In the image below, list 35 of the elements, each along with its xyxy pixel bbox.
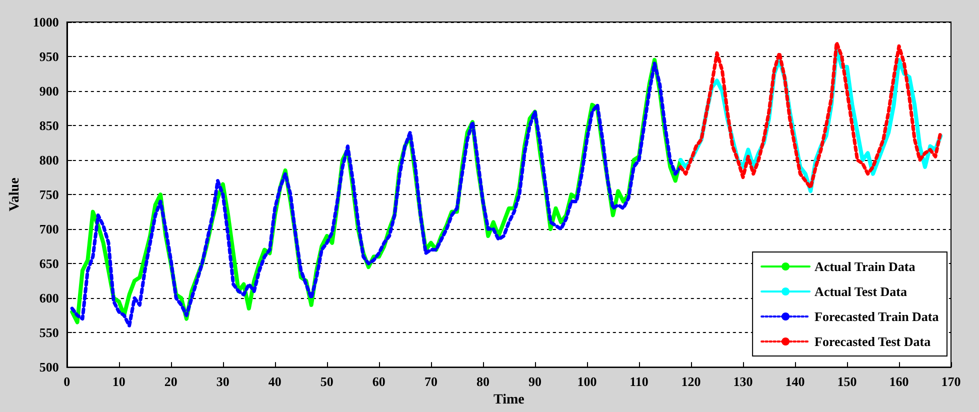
x-tick-label: 30 — [216, 374, 230, 390]
y-tick-label: 700 — [39, 222, 59, 237]
y-tick-label: 500 — [39, 360, 59, 375]
x-tick-label: 60 — [372, 374, 386, 390]
y-tick-label: 850 — [39, 118, 59, 134]
legend-label: Actual Train Data — [814, 259, 916, 274]
x-axis-title: Time — [494, 392, 524, 408]
x-tick-label: 0 — [64, 374, 70, 390]
y-tick-label: 900 — [39, 84, 59, 99]
y-tick-label: 950 — [39, 49, 59, 64]
x-tick-label: 150 — [837, 374, 857, 390]
x-tick-label: 70 — [424, 374, 438, 390]
x-tick-label: 120 — [681, 374, 701, 390]
x-tick-label: 80 — [476, 374, 490, 390]
legend-label: Forecasted Test Data — [814, 334, 932, 349]
x-tick-label: 110 — [630, 374, 648, 390]
x-tick-label: 160 — [889, 374, 909, 390]
x-tick-label: 100 — [577, 374, 597, 390]
x-tick-label: 140 — [785, 374, 805, 390]
y-tick-label: 650 — [39, 256, 59, 272]
legend-label: Actual Test Data — [814, 284, 908, 299]
y-tick-label: 750 — [39, 187, 59, 202]
x-tick-label: 90 — [528, 374, 542, 390]
y-tick-label: 600 — [39, 290, 59, 306]
x-tick-label: 10 — [112, 374, 126, 390]
x-tick-label: 40 — [268, 374, 282, 390]
x-tick-label: 130 — [733, 374, 753, 390]
y-tick-label: 800 — [39, 152, 59, 168]
y-axis-title: Value — [8, 178, 22, 212]
x-tick-label: 20 — [164, 374, 178, 390]
y-tick-label: 1000 — [32, 14, 59, 30]
legend-label: Forecasted Train Data — [814, 309, 940, 324]
x-tick-label: 50 — [320, 374, 334, 390]
x-tick-label: 170 — [941, 374, 961, 390]
y-tick-label: 550 — [39, 325, 59, 340]
